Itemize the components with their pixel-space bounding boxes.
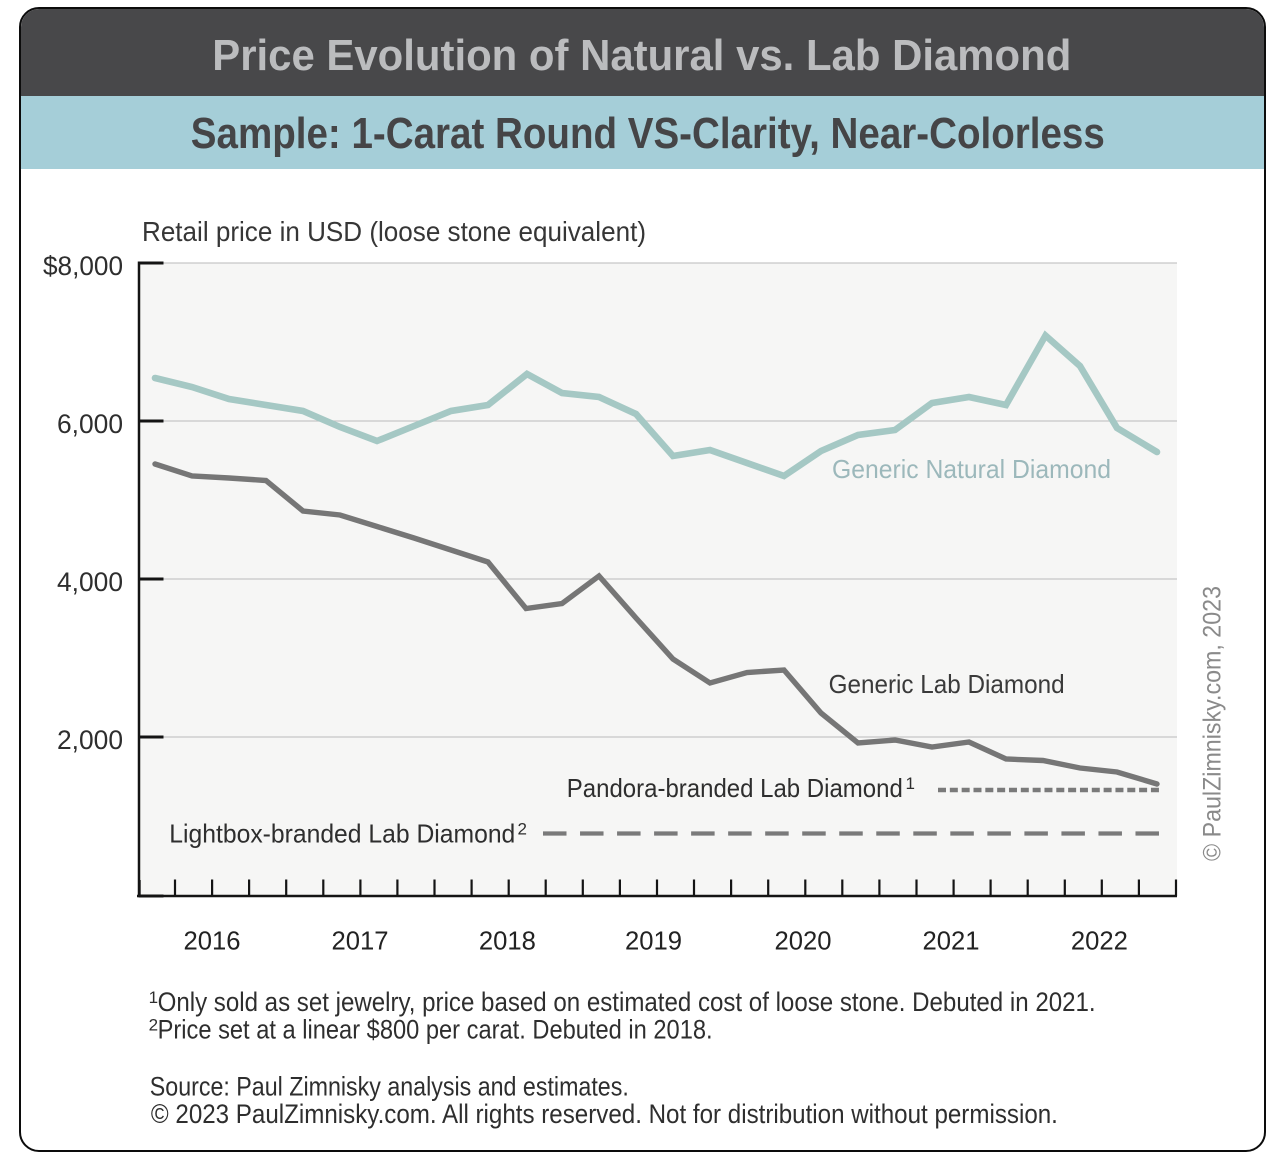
svg-text:Sample: 1-Carat Round VS-Clari: Sample: 1-Carat Round VS-Clarity, Near-C… — [191, 109, 1105, 158]
svg-text:2020: 2020 — [775, 928, 832, 956]
svg-text:2021: 2021 — [923, 928, 980, 956]
svg-text:Price set at a linear $800 per: Price set at a linear $800 per carat. De… — [158, 1015, 713, 1045]
svg-text:2: 2 — [149, 1016, 158, 1035]
svg-text:Source: Paul Zimnisky analysis: Source: Paul Zimnisky analysis and estim… — [150, 1072, 629, 1102]
svg-text:Only sold as set jewelry, pric: Only sold as set jewelry, price based on… — [158, 987, 1096, 1017]
svg-text:2019: 2019 — [625, 928, 682, 956]
svg-text:1: 1 — [906, 774, 915, 793]
svg-text:2: 2 — [518, 820, 527, 839]
svg-text:2018: 2018 — [479, 928, 536, 956]
svg-text:Price Evolution of Natural vs.: Price Evolution of Natural vs. Lab Diamo… — [212, 31, 1071, 80]
svg-text:$8,000: $8,000 — [43, 251, 123, 281]
svg-text:Generic Lab Diamond: Generic Lab Diamond — [829, 669, 1065, 699]
svg-text:© 2023 PaulZimnisky.com. All r: © 2023 PaulZimnisky.com. All rights rese… — [151, 1099, 1058, 1129]
svg-text:Retail price in USD (loose sto: Retail price in USD (loose stone equival… — [142, 216, 646, 247]
svg-text:Lightbox-branded Lab Diamond: Lightbox-branded Lab Diamond — [169, 819, 515, 849]
svg-text:2022: 2022 — [1071, 928, 1128, 956]
svg-text:4,000: 4,000 — [57, 567, 123, 597]
svg-text:2,000: 2,000 — [57, 725, 123, 755]
svg-text:Pandora-branded Lab Diamond: Pandora-branded Lab Diamond — [567, 773, 903, 803]
svg-text:Generic Natural Diamond: Generic Natural Diamond — [832, 454, 1111, 484]
svg-text:© PaulZimnisky.com, 2023: © PaulZimnisky.com, 2023 — [1199, 586, 1227, 861]
svg-text:2017: 2017 — [332, 928, 389, 956]
svg-text:2016: 2016 — [184, 928, 241, 956]
svg-text:1: 1 — [149, 988, 158, 1007]
svg-text:6,000: 6,000 — [57, 409, 123, 439]
